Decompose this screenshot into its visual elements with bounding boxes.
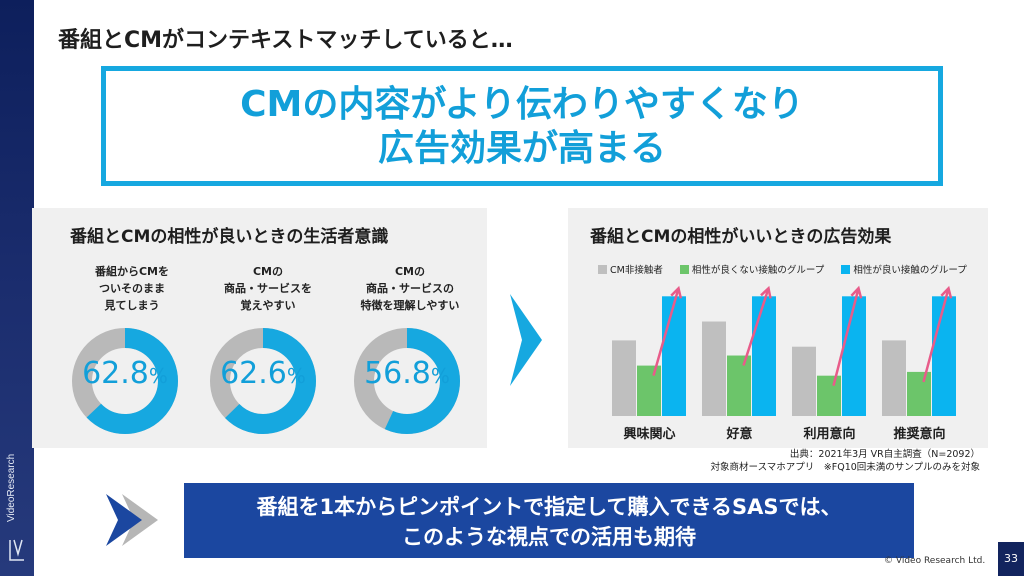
- donut-arc-2: [210, 328, 316, 434]
- ad-effect-panel: 番組とCMの相性がいいときの広告効果 CM非接触者 相性が良くない接触のグループ…: [568, 208, 988, 448]
- bar-2-4: [907, 371, 931, 416]
- bar-1-4: [882, 340, 906, 416]
- bar-3-2: [752, 296, 776, 416]
- legend-item-3: 相性が良い接触のグループ: [841, 262, 967, 276]
- donut-label-3: CMの 商品・サービスの 特徴を理解しやすい: [360, 265, 460, 312]
- bar-2-2: [727, 355, 751, 416]
- page-title: 番組とCMがコンテキストマッチしていると…: [58, 28, 513, 53]
- legend-swatch-2: [679, 265, 689, 274]
- copyright: © Video Research Ltd.: [884, 556, 986, 566]
- donut-arc-3: [354, 328, 460, 434]
- awareness-panel: 番組とCMの相性が良いときの生活者意識 番組からCMを ついそのまま 見てしまう…: [32, 208, 487, 448]
- ad-effect-bar-chart: 興味関心 好意 利用意向 推奨意向: [612, 285, 956, 442]
- trend-arrow-head-4: [940, 285, 953, 299]
- key-message-box: CMの内容がより伝わりやすくなり 広告効果が高まる: [101, 66, 943, 186]
- x-tick-label-2: 好意: [725, 426, 752, 442]
- trend-arrow-head-1: [670, 285, 683, 299]
- trend-arrow-3: [832, 287, 860, 386]
- callout-line-2: このような視点での活用も期待: [402, 525, 696, 549]
- trend-arrow-head-2: [760, 285, 772, 299]
- legend-item-2: 相性が良くない接触のグループ: [679, 262, 824, 276]
- awareness-panel-title: 番組とCMの相性が良いときの生活者意識: [70, 227, 389, 247]
- bar-1-3: [792, 346, 816, 416]
- donut-value-2: 62.6%: [220, 356, 306, 391]
- donut-chart-2: [210, 328, 316, 434]
- trend-arrow-4: [922, 287, 950, 383]
- source-note: 出典：2021年3月 VR自主調査（N=2092） 対象商材ースマホアプリ ※F…: [710, 449, 980, 473]
- double-chevron-icon: [106, 494, 158, 546]
- sidebar: VideoResearch: [0, 0, 34, 576]
- x-tick-label-1: 興味関心: [623, 426, 675, 442]
- callout-line-1: 番組を1本からピンポイントで指定して購入できるSASでは、: [256, 495, 842, 519]
- donut-chart-1: [72, 328, 178, 434]
- donut-chart-3: [354, 328, 460, 434]
- trend-arrow-2: [742, 287, 770, 366]
- bar-1-2: [702, 321, 726, 416]
- sas-callout: 番組を1本からピンポイントで指定して購入できるSASでは、 このような視点での活…: [184, 483, 914, 558]
- key-message-line-1: CMの内容がより伝わりやすくなり: [240, 84, 804, 125]
- brand-logo-icon: [9, 539, 24, 561]
- x-tick-label-3: 利用意向: [803, 426, 855, 442]
- chart-legend: CM非接触者 相性が良くない接触のグループ 相性が良い接触のグループ: [598, 262, 981, 276]
- page-number: 33: [998, 542, 1024, 576]
- bar-3-3: [842, 296, 866, 416]
- ad-effect-panel-title: 番組とCMの相性がいいときの広告効果: [590, 227, 892, 247]
- bar-3-1: [662, 296, 686, 416]
- donut-value-3: 56.8%: [364, 356, 450, 391]
- legend-item-1: CM非接触者: [598, 262, 663, 276]
- donut-value-1: 62.8%: [82, 356, 168, 391]
- x-tick-label-4: 推奨意向: [893, 426, 945, 442]
- brand-name: VideoResearch: [6, 453, 17, 522]
- bar-3-4: [932, 296, 956, 416]
- chevron-right-icon: [510, 294, 542, 386]
- legend-swatch-1: [598, 265, 607, 274]
- trend-arrow-1: [652, 287, 680, 376]
- key-message-line-2: 広告効果が高まる: [377, 128, 666, 169]
- bar-2-3: [817, 375, 841, 416]
- bar-2-1: [637, 365, 661, 416]
- bar-1-1: [612, 340, 636, 416]
- donut-label-2: CMの 商品・サービスを 覚えやすい: [224, 265, 312, 312]
- donut-label-1: 番組からCMを ついそのまま 見てしまう: [94, 265, 170, 312]
- legend-swatch-3: [841, 265, 851, 274]
- trend-arrow-head-3: [850, 285, 863, 299]
- donut-arc-1: [72, 328, 178, 434]
